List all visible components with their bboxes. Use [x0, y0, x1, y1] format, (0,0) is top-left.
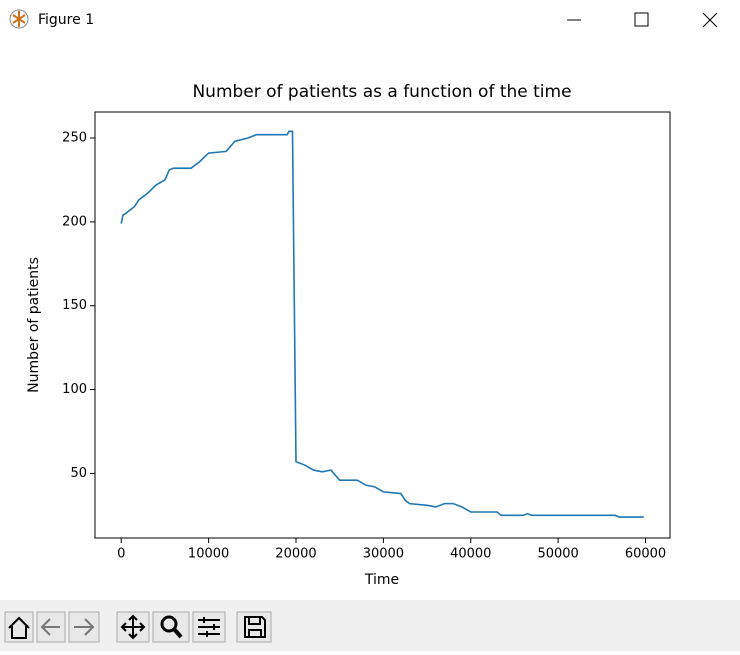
x-axis-label: Time: [364, 572, 399, 588]
x-tick-label: 60000: [625, 547, 666, 562]
toolbar: [0, 600, 740, 651]
chart-title: Number of patients as a function of the …: [192, 82, 571, 102]
x-tick-label: 50000: [537, 547, 578, 562]
x-tick-label: 0: [117, 547, 125, 562]
y-axis-label: Number of patients: [26, 257, 42, 393]
pan-icon: [120, 614, 146, 640]
y-tick-label: 250: [62, 130, 87, 145]
back-icon: [40, 618, 60, 636]
home-icon: [8, 616, 30, 639]
x-tick-label: 30000: [363, 547, 404, 562]
maximize-button[interactable]: [634, 12, 649, 27]
configure-icon: [198, 617, 220, 637]
x-tick-label: 10000: [188, 547, 229, 562]
x-tick-label: 20000: [275, 547, 316, 562]
zoom-icon-handle: [172, 627, 183, 639]
app-icon-mark: [12, 11, 26, 27]
window-title: Figure 1: [38, 12, 94, 28]
save-icon: [244, 616, 266, 638]
y-tick-label: 200: [62, 214, 87, 229]
plot-frame: [94, 111, 671, 539]
plot: 0 10000 20000 30000 40000 50000 60000 50 100 150 2…: [62, 130, 666, 562]
data-line: [120, 130, 644, 518]
y-tick-label: 150: [62, 298, 87, 313]
close-button[interactable]: [702, 12, 718, 28]
x-tick-label: 40000: [450, 547, 491, 562]
toolbar-buttons: [4, 611, 272, 643]
forward-icon: [74, 618, 95, 636]
zoom-icon: [160, 615, 178, 633]
y-tick-label: 100: [62, 382, 87, 397]
y-tick-label: 50: [70, 466, 87, 481]
